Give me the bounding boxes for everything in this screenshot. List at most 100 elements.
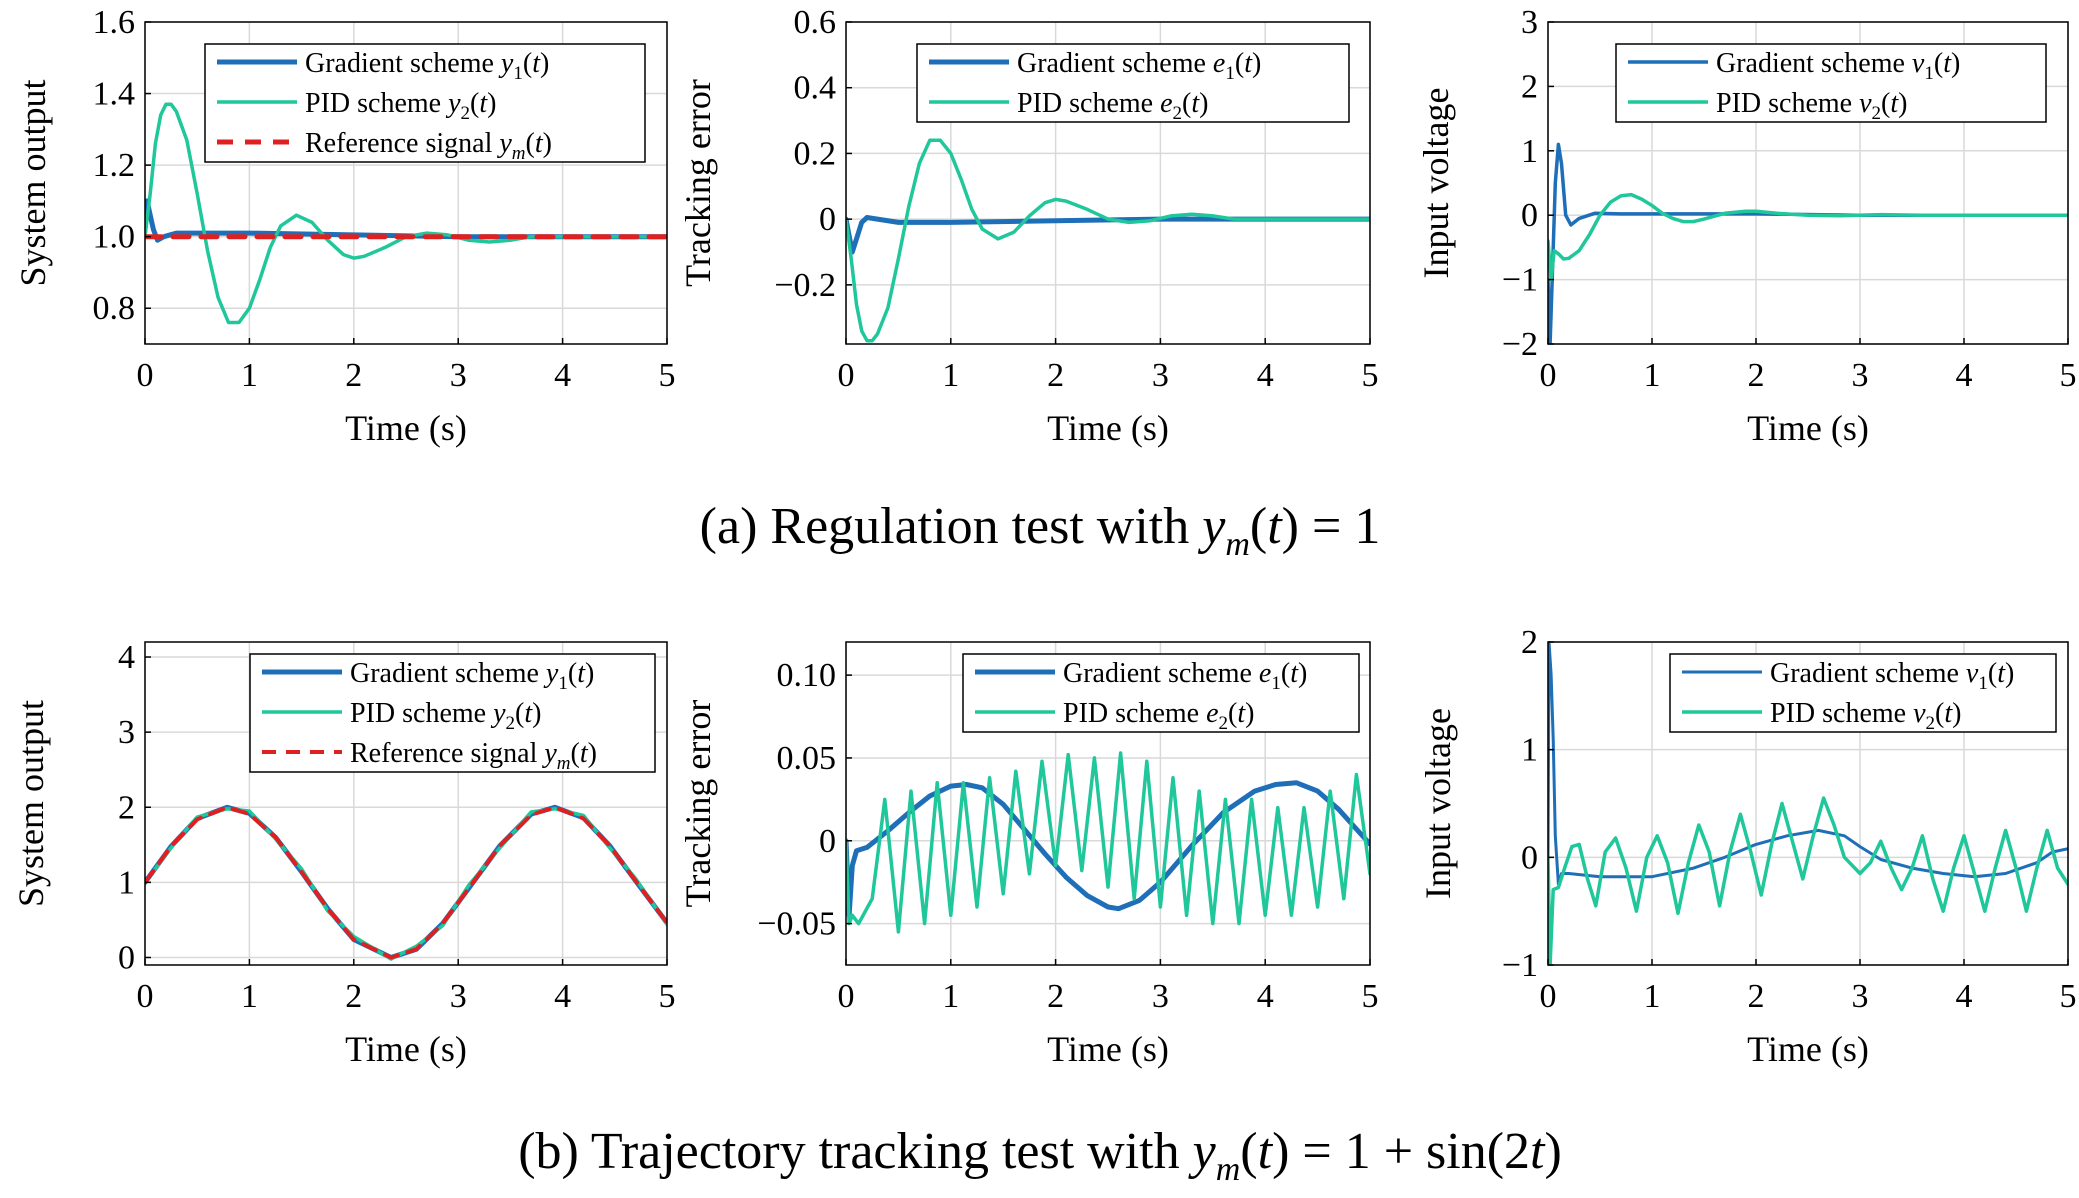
x-tick-label: 3 bbox=[450, 978, 467, 1015]
axes-box bbox=[144, 641, 668, 966]
x-axis-label: Time (s) bbox=[1747, 408, 1869, 448]
series-line-0 bbox=[1548, 142, 2068, 344]
legend: Gradient scheme y1(t) PID scheme y2(t) Ref… bbox=[204, 43, 646, 164]
y-tick-label: 2 bbox=[1521, 624, 1538, 661]
series-group bbox=[1548, 642, 2068, 965]
y-axis-label: Tracking error bbox=[678, 79, 718, 287]
series-group bbox=[145, 804, 667, 961]
y-tick-label: 1.0 bbox=[93, 219, 136, 256]
y-axis-label: Input voltage bbox=[1418, 708, 1458, 899]
y-tick-label: 3 bbox=[1521, 4, 1538, 41]
series-line-1 bbox=[1548, 796, 2068, 965]
x-tick-label: 5 bbox=[2060, 357, 2077, 394]
legend-box bbox=[1669, 653, 2057, 733]
legend-label-1: PID scheme e2(t) bbox=[1017, 88, 1208, 124]
legend-box bbox=[916, 43, 1350, 123]
x-tick-label: 5 bbox=[1362, 978, 1379, 1015]
x-tick-label: 1 bbox=[241, 357, 258, 394]
y-tick-label: 0 bbox=[1521, 839, 1538, 876]
caption-a: (a) Regulation test with ym(t) = 1 bbox=[700, 498, 1381, 563]
y-tick-label: 0 bbox=[1521, 197, 1538, 234]
legend: Gradient scheme y1(t) PID scheme y2(t) Ref… bbox=[249, 653, 656, 774]
y-tick-label: −0.2 bbox=[774, 267, 836, 304]
x-tick-label: 0 bbox=[838, 978, 855, 1015]
axes-box bbox=[1547, 21, 2069, 345]
series-line-2 bbox=[145, 805, 667, 960]
y-tick-label: −1 bbox=[1502, 262, 1538, 299]
series-line-1 bbox=[145, 102, 667, 325]
legend: Gradient scheme e1(t) PID scheme e2(t) bbox=[916, 43, 1350, 124]
x-tick-label: 2 bbox=[345, 978, 362, 1015]
x-tick-label: 1 bbox=[1644, 357, 1661, 394]
x-tick-label: 5 bbox=[1362, 357, 1379, 394]
x-tick-label: 0 bbox=[137, 978, 154, 1015]
legend-label-1: PID scheme v2(t) bbox=[1770, 698, 1961, 734]
series-line-0 bbox=[846, 215, 1370, 255]
x-tick-label: 2 bbox=[1748, 357, 1765, 394]
chart-a-error: 0 1 2 3 4 5 −0.2 0 0.2 0.4 0.6 Time (s) Tracking err… bbox=[678, 4, 1379, 448]
caption-b: (b) Trajectory tracking test with ym(t) … bbox=[518, 1123, 1562, 1188]
x-tick-label: 2 bbox=[1748, 978, 1765, 1015]
y-tick-label: −0.05 bbox=[757, 906, 836, 943]
axes-box bbox=[144, 21, 668, 345]
x-tick-label: 3 bbox=[1152, 978, 1169, 1015]
y-axis-label: Input voltage bbox=[1416, 88, 1456, 279]
x-tick-label: 1 bbox=[942, 357, 959, 394]
x-tick-label: 3 bbox=[450, 357, 467, 394]
x-tick-label: 1 bbox=[942, 978, 959, 1015]
y-tick-label: 1.6 bbox=[93, 4, 136, 41]
x-tick-label: 5 bbox=[659, 978, 676, 1015]
y-tick-label: −1 bbox=[1502, 947, 1538, 984]
y-tick-label: 0.4 bbox=[794, 70, 837, 107]
x-tick-label: 2 bbox=[345, 357, 362, 394]
legend: Gradient scheme e1(t) PID scheme e2(t) bbox=[962, 653, 1360, 734]
x-tick-label: 0 bbox=[838, 357, 855, 394]
y-tick-label: −2 bbox=[1502, 326, 1538, 363]
legend-label-0: Gradient scheme y1(t) bbox=[350, 658, 594, 694]
legend-label-1: PID scheme y2(t) bbox=[305, 88, 496, 124]
series-group bbox=[846, 751, 1370, 934]
y-axis-label: System output bbox=[11, 700, 51, 907]
x-tick-label: 5 bbox=[659, 357, 676, 394]
legend-box bbox=[1615, 43, 2047, 123]
series-line-0 bbox=[846, 780, 1370, 918]
y-tick-label: 0 bbox=[819, 823, 836, 860]
legend-label-1: PID scheme v2(t) bbox=[1716, 88, 1907, 124]
y-tick-label: 1 bbox=[118, 864, 135, 901]
series-group bbox=[145, 102, 667, 325]
x-tick-label: 4 bbox=[1257, 357, 1274, 394]
y-tick-label: 1.4 bbox=[93, 76, 136, 113]
x-axis-label: Time (s) bbox=[1747, 1029, 1869, 1069]
x-tick-label: 0 bbox=[137, 357, 154, 394]
x-tick-label: 4 bbox=[1956, 357, 1973, 394]
legend-box bbox=[962, 653, 1360, 733]
legend: Gradient scheme v1(t) PID scheme v2(t) bbox=[1669, 653, 2057, 734]
x-tick-label: 2 bbox=[1047, 978, 1064, 1015]
legend-label-2: Reference signal ym(t) bbox=[350, 738, 597, 774]
y-axis-label: Tracking error bbox=[678, 700, 718, 908]
x-tick-label: 1 bbox=[1644, 978, 1661, 1015]
y-axis-label: System output bbox=[13, 79, 53, 286]
y-tick-label: 2 bbox=[1521, 68, 1538, 105]
chart-a-output: 0 1 2 3 4 5 0.8 1.0 1.2 1.4 1.6 Time (s) System outp… bbox=[13, 4, 676, 448]
x-tick-label: 4 bbox=[554, 978, 571, 1015]
x-tick-label: 3 bbox=[1852, 357, 1869, 394]
x-tick-label: 4 bbox=[1257, 978, 1274, 1015]
y-tick-label: 1.2 bbox=[93, 147, 136, 184]
chart-b-output: 0 1 2 3 4 5 0 1 2 3 4 Time (s) System output Gradient… bbox=[11, 639, 676, 1069]
x-tick-label: 1 bbox=[241, 978, 258, 1015]
legend-label-0: Gradient scheme v1(t) bbox=[1716, 48, 1960, 84]
y-tick-label: 0.8 bbox=[93, 290, 136, 327]
legend-label-1: PID scheme y2(t) bbox=[350, 698, 541, 734]
x-tick-label: 3 bbox=[1152, 357, 1169, 394]
legend-label-0: Gradient scheme v1(t) bbox=[1770, 658, 2014, 694]
x-tick-label: 0 bbox=[1540, 978, 1557, 1015]
y-tick-label: 1 bbox=[1521, 732, 1538, 769]
legend-label-2: Reference signal ym(t) bbox=[305, 128, 552, 164]
y-tick-label: 0.2 bbox=[794, 135, 837, 172]
y-tick-label: 0.6 bbox=[794, 4, 837, 41]
chart-a-input: 0 1 2 3 4 5 −2 −1 0 1 2 3 Time (s) Input voltage Gradi… bbox=[1416, 4, 2077, 448]
